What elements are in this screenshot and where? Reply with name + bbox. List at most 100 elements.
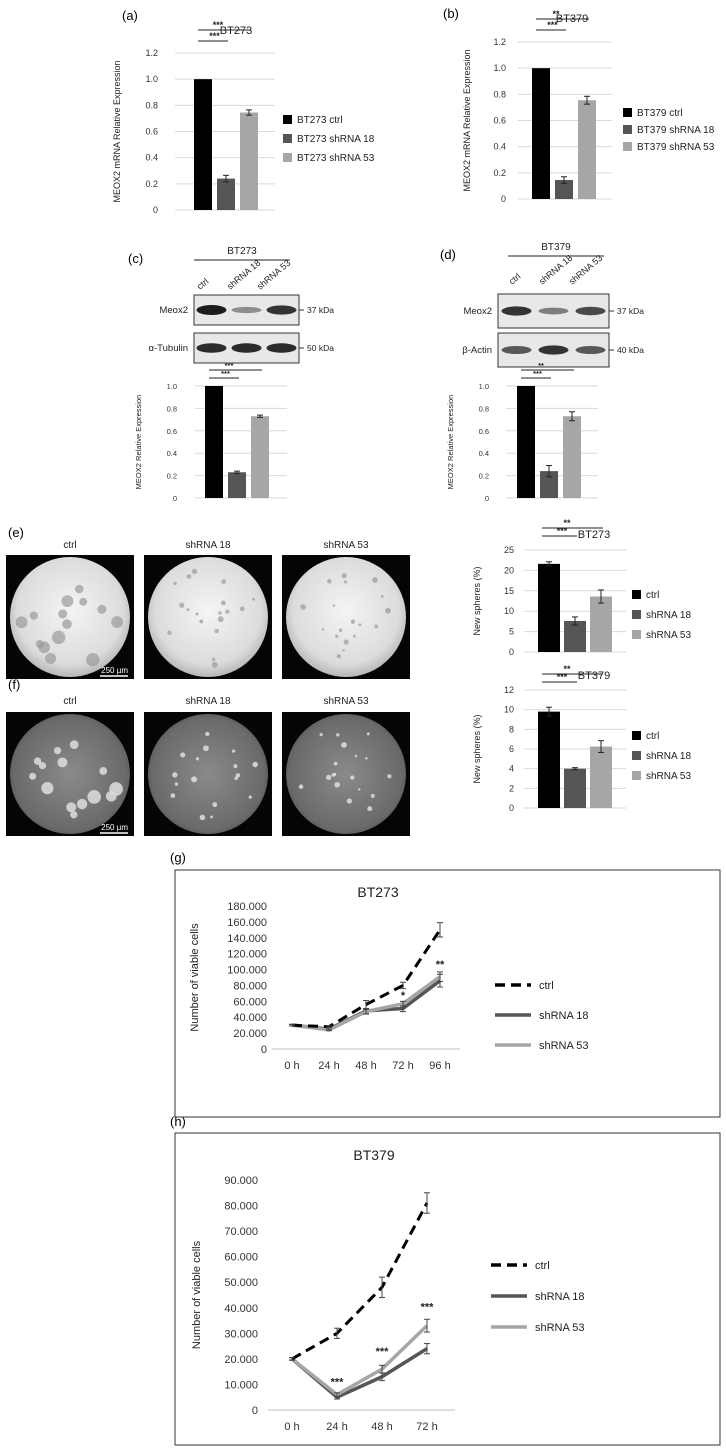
sphere <box>218 611 222 615</box>
y-tick-label: 0 <box>153 205 158 215</box>
bar-1 <box>564 768 586 808</box>
blot-lane-label: shRNA 53 <box>567 253 604 287</box>
y-tick-label: 0 <box>485 494 489 503</box>
y-tick-label: 40.000 <box>224 1303 258 1315</box>
sphere <box>167 630 172 635</box>
legend-label: BT379 shRNA 18 <box>637 125 715 136</box>
y-tick-label: 0.8 <box>479 404 489 413</box>
legend-label: shRNA 53 <box>535 1322 585 1334</box>
legend-swatch-2 <box>623 142 632 151</box>
bar-2 <box>590 596 612 652</box>
panel-label-e: (e) <box>8 525 24 540</box>
sphere <box>319 732 323 737</box>
sphere <box>191 568 198 575</box>
blot-row-label: β-Actin <box>462 345 492 356</box>
sphere <box>374 624 379 629</box>
sphere <box>239 606 245 612</box>
image-label: shRNA 53 <box>323 696 368 707</box>
y-tick-label: 90.000 <box>224 1175 258 1187</box>
chart-title: BT273 <box>220 25 252 37</box>
y-tick-label: 0.2 <box>479 472 489 481</box>
legend-swatch-1 <box>632 751 641 760</box>
sphere <box>79 597 88 606</box>
sphere <box>331 773 336 777</box>
y-tick-label: 5 <box>509 627 514 637</box>
blot-group-label: BT273 <box>227 246 257 257</box>
significance-label: *** <box>547 20 558 30</box>
chart-title: BT379 <box>353 1147 394 1163</box>
y-tick-label: 140.000 <box>227 933 267 945</box>
sphere <box>15 616 28 629</box>
sphere <box>45 652 57 664</box>
sphere <box>300 604 306 610</box>
blot-lane-label: ctrl <box>195 276 211 291</box>
sphere <box>38 641 51 654</box>
blot-band <box>575 346 606 354</box>
significance-label: * <box>401 990 406 1002</box>
sphere <box>365 757 368 760</box>
chart-c: 0 0.2 0.4 0.6 0.8 1.0 MEOX2 Relative Expressio… <box>134 361 287 503</box>
sphere <box>61 595 74 608</box>
bar-0 <box>517 386 535 498</box>
sphere <box>172 772 178 778</box>
significance-label: *** <box>557 526 568 536</box>
sphere <box>53 746 62 755</box>
legend-label: BT379 ctrl <box>637 108 683 119</box>
sphere <box>195 757 200 761</box>
sphere <box>33 757 42 765</box>
legend-swatch-0 <box>632 731 641 740</box>
bar-1 <box>564 620 586 652</box>
sphere <box>233 764 238 769</box>
sphere <box>99 767 108 775</box>
sphere <box>220 600 226 606</box>
panel-label-g: (g) <box>170 850 186 865</box>
blot-band <box>266 343 297 353</box>
y-tick-label: 20.000 <box>233 1028 267 1040</box>
legend-label: shRNA 18 <box>646 751 691 762</box>
sphere <box>180 752 186 758</box>
sphere <box>29 772 37 780</box>
sphere <box>211 661 218 668</box>
y-tick-label: 0.4 <box>145 153 158 163</box>
sphere <box>74 584 84 594</box>
blot-lane-label: shRNA 53 <box>255 258 292 292</box>
legend-swatch-0 <box>283 115 292 124</box>
significance-label: ** <box>563 664 571 674</box>
bar-2 <box>578 100 596 199</box>
y-tick-label: 40.000 <box>233 1012 267 1024</box>
blot-band <box>501 346 532 354</box>
panel-label-b: (b) <box>443 6 459 21</box>
image-label: shRNA 18 <box>185 540 230 551</box>
blot-group-label: BT379 <box>541 242 571 253</box>
panel-label-a: (a) <box>122 8 138 23</box>
sphere <box>367 806 373 812</box>
scale-bar-label: 250 µm <box>101 823 128 832</box>
sphere <box>346 798 352 804</box>
sphere <box>221 579 227 584</box>
legend-label: shRNA 18 <box>539 1010 589 1022</box>
sphere <box>334 781 340 788</box>
legend-label: ctrl <box>535 1260 550 1272</box>
sphere <box>86 653 100 667</box>
y-tick-label: 1.2 <box>145 48 158 58</box>
significance-label: *** <box>421 1301 435 1313</box>
sphere <box>341 742 347 748</box>
bar-1 <box>540 471 558 498</box>
y-tick-label: 70.000 <box>224 1226 258 1238</box>
significance-label: *** <box>213 20 224 30</box>
blot-lane-label: ctrl <box>507 271 523 286</box>
sphere <box>195 612 199 616</box>
series-line-2 <box>290 1324 429 1397</box>
bar-2 <box>240 112 258 210</box>
bar-0 <box>205 386 223 498</box>
sphere <box>332 604 336 607</box>
chart-title: BT273 <box>357 884 398 900</box>
sphere <box>186 574 192 579</box>
y-tick-label: 0 <box>501 194 506 204</box>
sphere <box>343 639 349 645</box>
sphere <box>366 732 370 736</box>
significance-label: *** <box>376 1346 390 1358</box>
y-tick-label: 1.0 <box>493 63 506 73</box>
bar-2 <box>590 746 612 808</box>
bar-1 <box>228 472 246 498</box>
